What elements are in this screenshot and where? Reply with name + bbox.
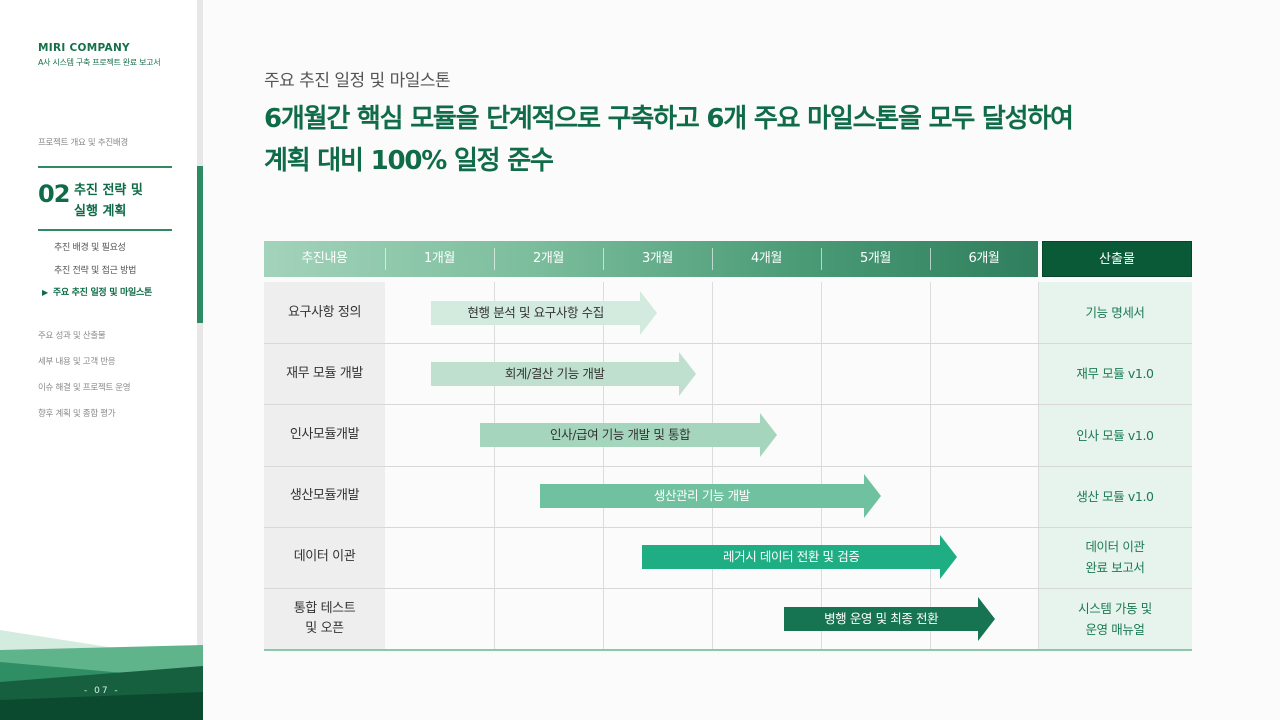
row-task-label: 생산모듈개발 (289, 488, 360, 504)
schedule-bar-label: 인사/급여 기능 개발 및 통합 (550, 427, 691, 442)
schedule-bar-label: 회계/결산 기능 개발 (504, 365, 605, 381)
schedule-bar-body (430, 361, 679, 386)
header-separator (603, 248, 604, 270)
row-output-label: 시스템 가동 및 운영 매뉴얼 (1078, 600, 1152, 637)
brand-subtitle: A사 시스템 구축 프로젝트 완료 보고서 (38, 58, 161, 67)
row-output-label: 인사 모듈 v1.0 (1076, 427, 1154, 443)
arrow-head-icon (978, 596, 996, 641)
nav-item-overview[interactable]: 프로젝트 개요 및 추진배경 (38, 138, 128, 148)
grid-vline (712, 282, 713, 649)
sub-item-background[interactable]: 추진 배경 및 필요성 (54, 243, 126, 253)
headline-line-2: 계획 대비 100% 일정 준수 (264, 146, 554, 176)
headline-line-1: 6개월간 핵심 모듈을 단계적으로 구축하고 6개 주요 마일스톤을 모두 달성… (264, 104, 1074, 134)
page-kicker: 주요 추진 일정 및 마일스톤 (264, 71, 451, 91)
arrow-head-icon (863, 474, 881, 519)
grid-vline (930, 282, 931, 649)
grid-hline (264, 343, 1192, 345)
row-output-label: 기능 명세서 (1085, 305, 1145, 321)
nav-item-results[interactable]: 주요 성과 및 산출물 (38, 331, 106, 341)
section-divider-bottom (38, 229, 172, 231)
header-separator (712, 248, 713, 270)
brand-name: MIRI COMPANY (38, 42, 130, 54)
section-title-line-1: 추진 전략 및 (74, 183, 143, 198)
header-band (264, 241, 1038, 277)
header-separator (930, 248, 931, 270)
section-title[interactable]: 추진 전략 및 실행 계획 (74, 180, 174, 222)
task-column-bg (264, 282, 385, 649)
schedule-bar: 생산관리 기능 개발 (539, 474, 881, 519)
row-output-label: 데이터 이관 완료 보고서 (1085, 539, 1145, 576)
header-month-6: 6개월 (968, 251, 1000, 266)
schedule-bar-body (539, 484, 864, 509)
grid-hline (264, 526, 1192, 528)
table-bottom-border (264, 649, 1192, 651)
arrow-head-icon (940, 535, 958, 580)
page-number: - 07 - (84, 686, 120, 696)
arrow-head-icon (760, 413, 778, 457)
header-output: 산출물 (1042, 241, 1192, 277)
schedule-bar: 인사/급여 기능 개발 및 통합 (479, 413, 778, 457)
grid-vline (494, 282, 495, 649)
schedule-bar-label: 생산관리 기능 개발 (653, 488, 750, 504)
section-divider-top (38, 166, 172, 168)
schedule-bar: 레거시 데이터 전환 및 검증 (642, 535, 958, 580)
schedule-bar: 회계/결산 기능 개발 (430, 351, 696, 396)
sidebar-decoration-graphic (0, 630, 203, 720)
grid-vline (821, 282, 822, 649)
arrow-head-icon (640, 290, 658, 335)
schedule-bar-label: 현행 분석 및 요구사항 수집 (467, 304, 604, 320)
schedule-bar-body (479, 423, 761, 447)
section-number: 02 (38, 180, 70, 208)
row-task-label: 데이터 이관 (293, 549, 356, 565)
arrow-head-icon (678, 351, 696, 396)
grid-hline (264, 465, 1192, 467)
row-output-label: 재무 모듈 v1.0 (1076, 366, 1154, 382)
schedule-bar-body (642, 545, 941, 570)
active-arrow-icon: ▶ (42, 288, 48, 297)
page-headline: 6개월간 핵심 모듈을 단계적으로 구축하고 6개 주요 마일스톤을 모두 달성… (264, 98, 1224, 182)
schedule-bar-label: 병행 운영 및 최종 전환 (824, 610, 939, 626)
schedule-bar-label: 레거시 데이터 전환 및 검증 (723, 549, 860, 565)
sub-item-schedule-label: 주요 추진 일정 및 마일스톤 (52, 288, 152, 298)
header-month-4: 4개월 (751, 251, 782, 266)
grid-vline (603, 282, 604, 649)
nav-item-details[interactable]: 세부 내용 및 고객 반응 (38, 357, 116, 367)
row-task-label: 요구사항 정의 (287, 304, 362, 320)
schedule-bar: 병행 운영 및 최종 전환 (783, 596, 996, 641)
sidebar-active-indicator (197, 166, 203, 323)
header-month-5: 5개월 (860, 251, 891, 266)
header-task: 추진내용 (301, 251, 348, 266)
row-output-label: 생산 모듈 v1.0 (1076, 488, 1154, 504)
header-separator (821, 248, 822, 270)
schedule-bar-body (783, 606, 979, 631)
grid-vline (1038, 282, 1039, 649)
header-separator (494, 248, 495, 270)
schedule-bar-body (430, 300, 641, 325)
header-month-1: 1개월 (424, 251, 455, 266)
row-task-label: 인사모듈개발 (289, 427, 360, 442)
nav-item-issues[interactable]: 이슈 해결 및 프로젝트 운영 (38, 383, 131, 393)
header-separator (385, 248, 386, 270)
sub-item-strategy[interactable]: 추진 전략 및 접근 방법 (54, 266, 137, 276)
output-column-bg (1038, 282, 1192, 649)
row-task-label: 통합 테스트 및 오픈 (293, 600, 356, 636)
schedule-bar: 현행 분석 및 요구사항 수집 (430, 290, 658, 335)
sub-item-schedule-active[interactable]: ▶ 주요 추진 일정 및 마일스톤 (42, 285, 152, 298)
header-month-2: 2개월 (533, 251, 564, 266)
section-title-line-2: 실행 계획 (74, 204, 127, 219)
nav-item-future[interactable]: 향후 계획 및 종합 평가 (38, 409, 116, 419)
row-task-label: 재무 모듈 개발 (286, 365, 363, 381)
sidebar-rule (197, 0, 203, 720)
grid-hline (264, 404, 1192, 406)
sidebar: MIRI COMPANY A사 시스템 구축 프로젝트 완료 보고서 프로젝트 … (0, 0, 203, 720)
header-month-3: 3개월 (642, 251, 673, 266)
grid-hline (264, 588, 1192, 589)
